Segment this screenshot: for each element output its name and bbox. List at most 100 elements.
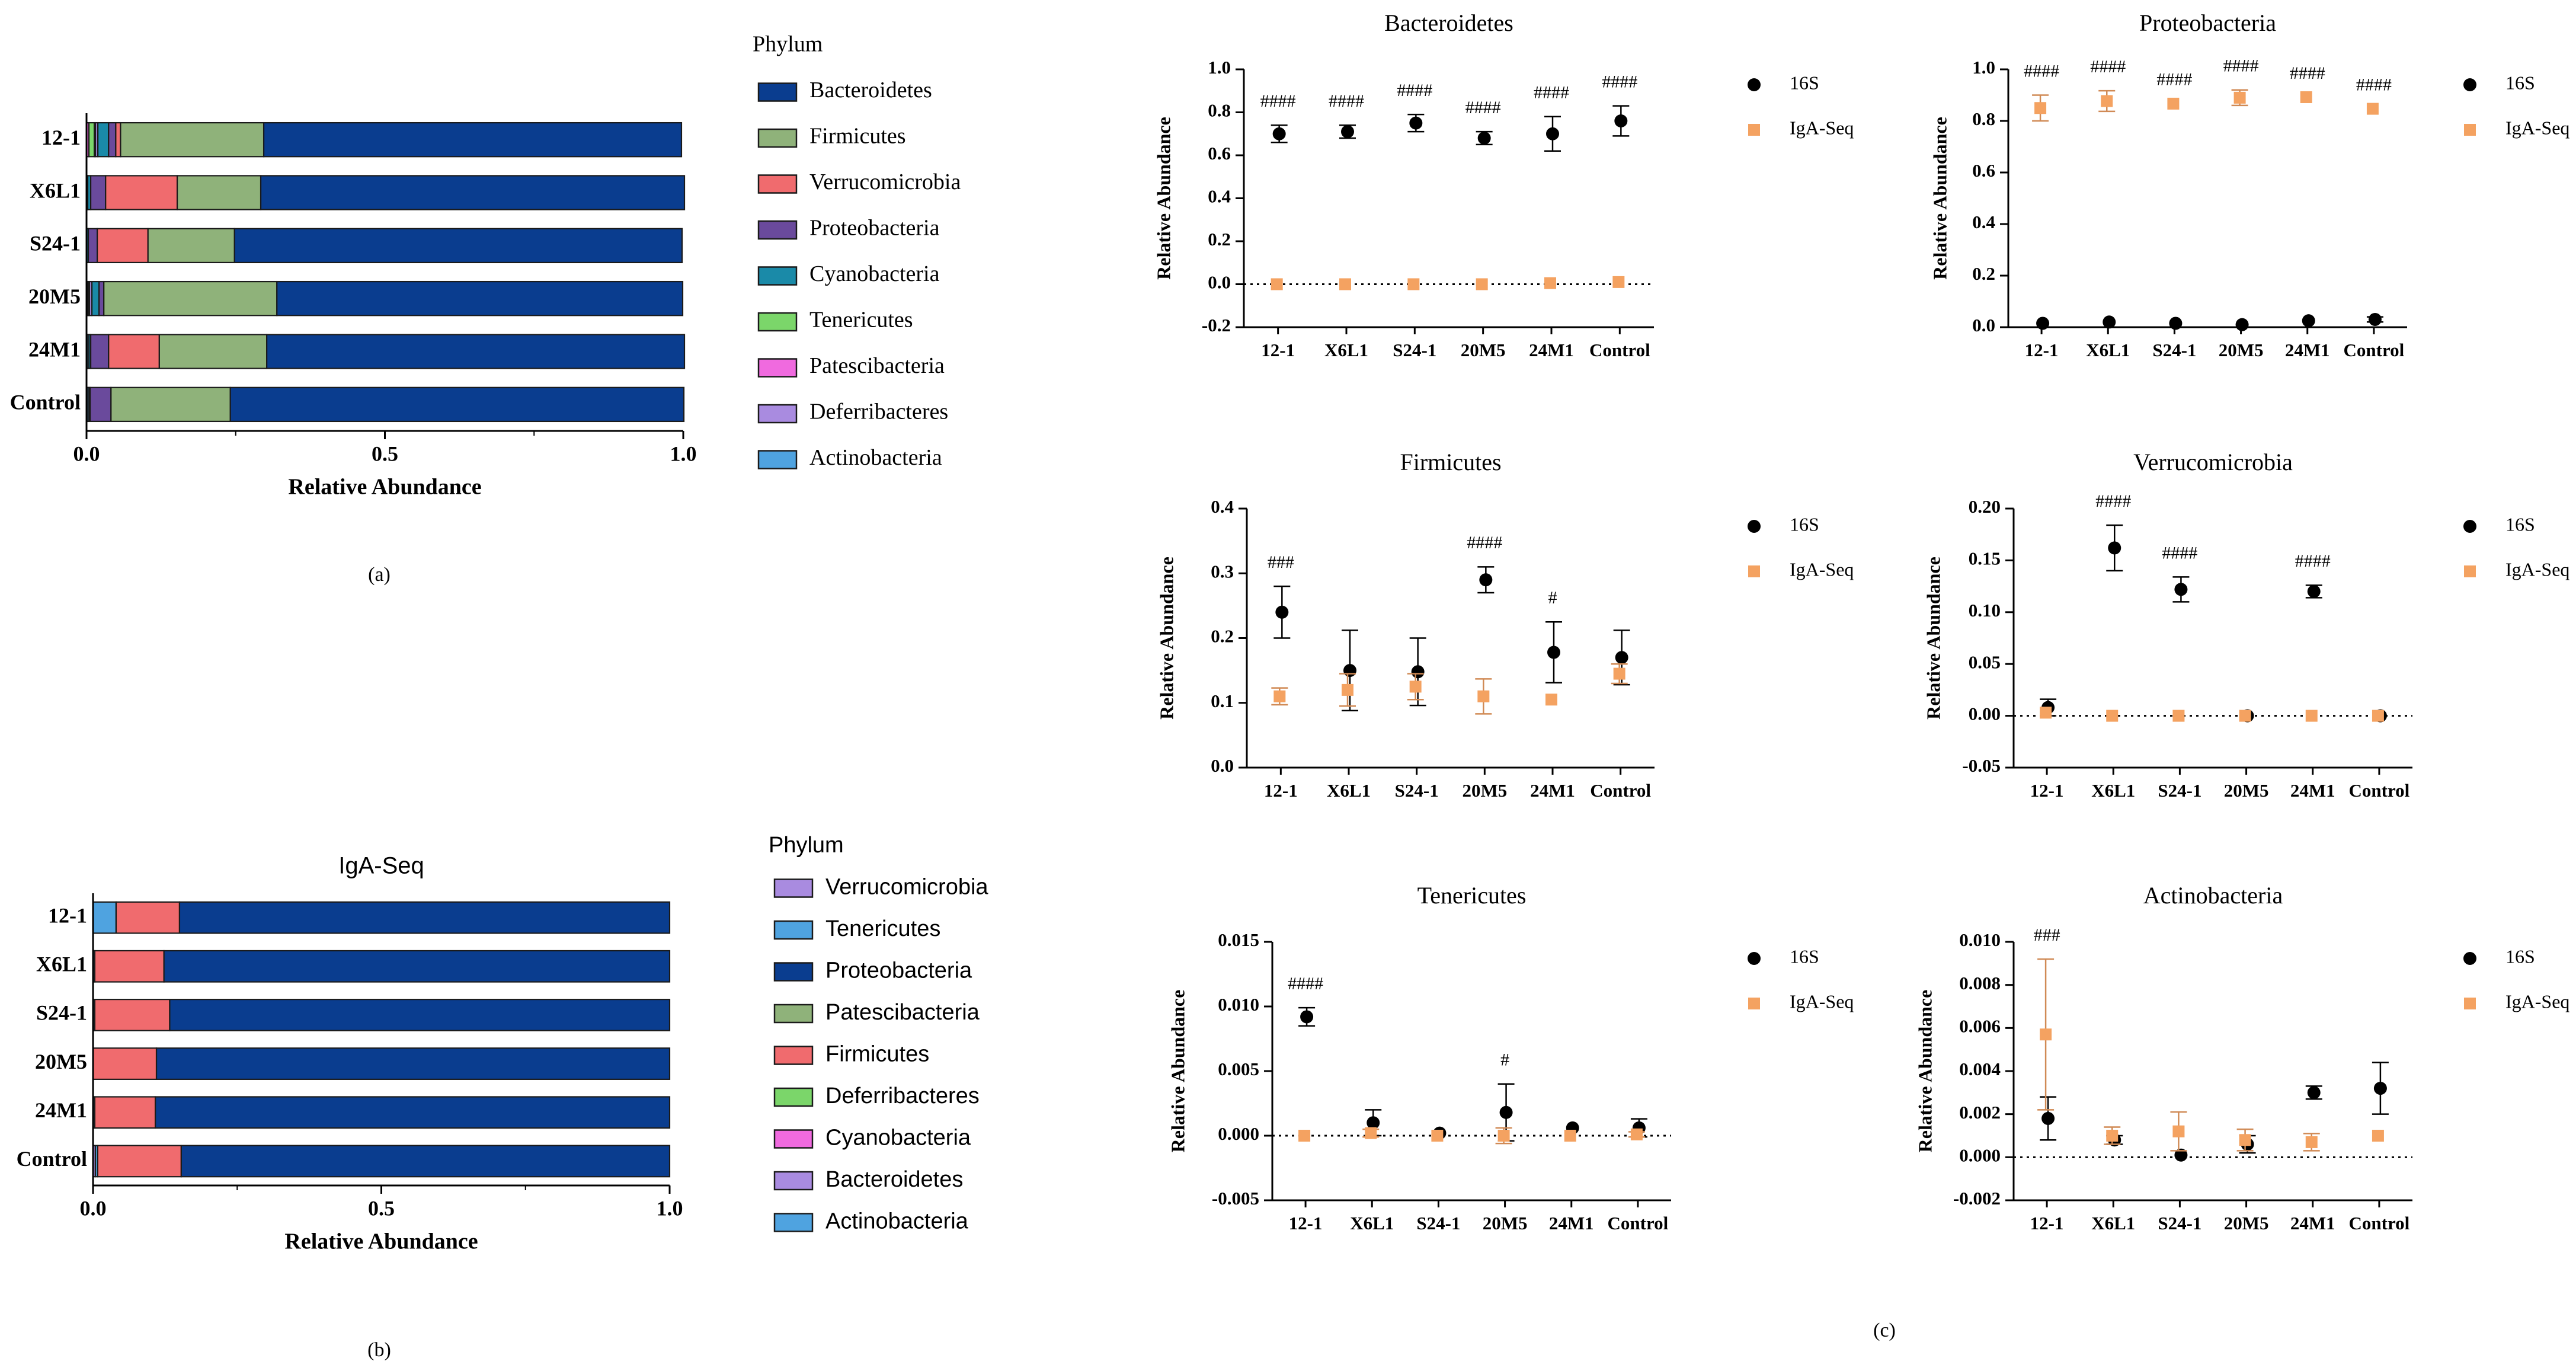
data-point-16s: [2174, 583, 2188, 596]
significance-annotation: ####: [1602, 72, 1637, 92]
legend-swatch: [757, 174, 798, 194]
y-tick-label: 0.8: [1208, 100, 1231, 121]
x-tick-label: X6L1: [2091, 780, 2135, 801]
data-point-16s: [1341, 125, 1354, 139]
y-tick-label: 0.000: [1218, 1123, 1259, 1144]
bar-segment: [178, 901, 671, 934]
y-tick-label: 0.20: [1969, 496, 2001, 517]
legend-swatch: [773, 1004, 814, 1024]
data-point-16s: [2103, 315, 2116, 329]
data-point-igaseq: [1271, 278, 1283, 290]
y-axis-label: Relative Abundance: [1914, 990, 1935, 1153]
y-tick-label: -0.2: [1202, 315, 1231, 335]
y-tick-label: 0.6: [1208, 143, 1231, 164]
y-tick-label: 0.15: [1969, 548, 2001, 569]
x-tick-label: 24M1: [2290, 780, 2335, 801]
legend-entry-label: Verrucomicrobia: [825, 875, 988, 900]
data-point-igaseq: [2172, 710, 2185, 722]
legend-swatch: [757, 82, 798, 102]
dot-plot-actinobacteria: Actinobacteria -0.002 0.000 0.002 0.004 0.006…: [1914, 882, 2569, 1233]
legend-swatch: [773, 920, 814, 940]
legend-marker-igaseq: [2464, 124, 2476, 136]
data-point-16s: [1499, 1105, 1513, 1119]
bar-segment: [94, 999, 171, 1031]
bar-segment: [229, 386, 685, 423]
y-tick-label: 0.05: [1969, 651, 2001, 672]
bar-segment: [92, 1047, 158, 1080]
category-label: Control: [10, 391, 81, 414]
legend-entry-label: 16S: [1790, 513, 1819, 535]
category-label: 20M5: [28, 285, 81, 308]
y-axis-label: Relative Abundance: [1156, 557, 1177, 720]
data-point-igaseq: [2034, 102, 2047, 114]
data-point-igaseq: [1477, 690, 1490, 702]
bar-segment: [94, 950, 165, 983]
data-point-igaseq: [1342, 683, 1353, 696]
data-point-igaseq: [2300, 91, 2312, 103]
legend-marker-16s: [2463, 952, 2476, 965]
dot-plot-firmicutes: Firmicutes 0.0 0.1 0.2 0.3 0.4 Relative Abunda…: [1156, 449, 1854, 801]
data-point-igaseq: [2172, 1125, 2185, 1137]
x-tick-label: Control: [2349, 1213, 2410, 1233]
legend-entry-label: Verrucomicrobia: [809, 170, 961, 194]
y-tick-label: 1.0: [1972, 57, 1995, 78]
category-label: Control: [17, 1147, 87, 1171]
x-tick-label: S24-1: [2158, 1213, 2201, 1233]
y-tick-label: 0.00: [1969, 704, 2001, 724]
y-axis-label: Relative Abundance: [1929, 117, 1950, 280]
data-point-16s: [1343, 664, 1356, 677]
data-point-16s: [1300, 1010, 1314, 1024]
x-tick-label: 12-1: [2030, 1213, 2064, 1233]
bar-segment: [97, 122, 110, 158]
legend-swatch: [757, 220, 798, 240]
data-point-igaseq: [2239, 1134, 2251, 1146]
legend-entry-label: Tenericutes: [809, 308, 913, 333]
category-label: 12-1: [48, 903, 87, 927]
data-point-igaseq: [1564, 1130, 1576, 1142]
legend-entry-label: Bacteroidetes: [809, 78, 932, 103]
data-point-igaseq: [2372, 710, 2384, 722]
data-point-igaseq: [1298, 1130, 1311, 1142]
x-tick-label: 0.5: [372, 442, 398, 465]
y-tick-label: 0.1: [1211, 691, 1234, 711]
bar-segment: [97, 1145, 182, 1178]
significance-annotation: ####: [2090, 57, 2126, 76]
legend-entry-label: Deferribacteres: [809, 400, 948, 424]
y-axis-label: Relative Abundance: [1153, 117, 1174, 280]
data-point-16s: [2036, 317, 2050, 330]
legend: 16S IgA-Seq: [1748, 945, 1854, 1012]
dot-plot-proteobacteria: Proteobacteria 0.0 0.2 0.4 0.6 0.8 1.0 Relative…: [1929, 9, 2569, 360]
data-point-igaseq: [2040, 1028, 2052, 1041]
category-label: S24-1: [36, 1001, 87, 1025]
bar-segment: [97, 228, 149, 264]
category-label: 20M5: [35, 1050, 87, 1073]
bar-segment: [266, 334, 686, 369]
x-tick-label: 20M5: [2219, 340, 2264, 360]
data-point-16s: [1477, 132, 1491, 145]
bar-segment: [115, 122, 121, 158]
bar-segment: [154, 1096, 671, 1129]
data-point-igaseq: [2040, 707, 2052, 719]
legend-entry-label: Patescibacteria: [809, 353, 945, 378]
legend-marker-igaseq: [2464, 565, 2476, 577]
legend-swatch: [757, 312, 798, 332]
x-tick-label: X6L1: [2091, 1213, 2135, 1233]
data-point-igaseq: [2372, 1130, 2384, 1142]
data-point-16s: [1409, 116, 1423, 130]
chart-title: Actinobacteria: [2143, 882, 2283, 909]
bar-segment: [88, 122, 95, 158]
figure-label-a: (a): [368, 564, 391, 586]
legend: 16S IgA-Seq: [1748, 513, 1854, 580]
x-tick-label: X6L1: [2086, 340, 2130, 360]
data-point-igaseq: [2167, 97, 2180, 110]
y-tick-label: 0.005: [1218, 1059, 1259, 1079]
category-label: X6L1: [30, 178, 81, 202]
figure-label-b: (b): [367, 1339, 391, 1361]
legend-entry-label: Proteobacteria: [825, 958, 972, 983]
x-tick-label: S24-1: [1416, 1213, 1460, 1233]
bar-segment: [108, 334, 160, 369]
y-tick-label: 0.6: [1972, 160, 1995, 181]
x-tick-label: S24-1: [1393, 340, 1436, 360]
legend-entry-label: IgA-Seq: [2505, 117, 2569, 138]
data-point-igaseq: [2106, 710, 2119, 722]
